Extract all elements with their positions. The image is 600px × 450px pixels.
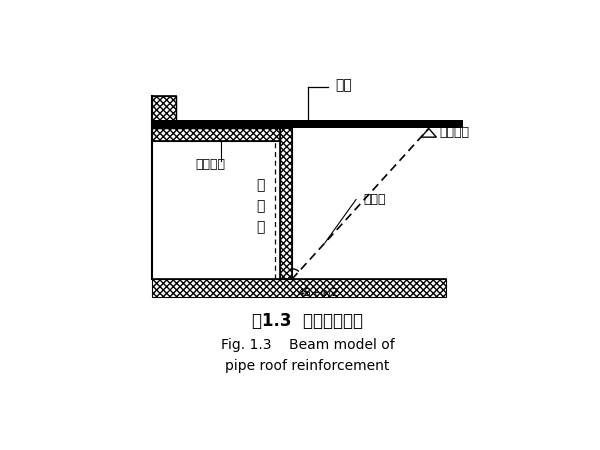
Text: 破坏面: 破坏面: [363, 193, 385, 206]
Text: 挖: 挖: [257, 199, 265, 213]
Bar: [152, 120, 463, 129]
Text: 假定支点: 假定支点: [440, 126, 470, 140]
Text: 面: 面: [257, 220, 265, 234]
Bar: [152, 95, 176, 129]
Polygon shape: [421, 129, 436, 137]
Text: 开: 开: [257, 179, 265, 193]
Text: 初期支护: 初期支护: [196, 158, 226, 171]
Bar: [152, 279, 446, 297]
Text: pipe roof reinforcement: pipe roof reinforcement: [226, 359, 389, 373]
Bar: [280, 129, 292, 279]
Text: 45+φ/2: 45+φ/2: [297, 288, 339, 298]
Text: Fig. 1.3    Beam model of: Fig. 1.3 Beam model of: [221, 338, 394, 352]
Text: 管棚: 管棚: [335, 78, 352, 92]
Bar: [152, 129, 280, 140]
Text: 图1.3  管棚的梁模型: 图1.3 管棚的梁模型: [252, 312, 363, 330]
